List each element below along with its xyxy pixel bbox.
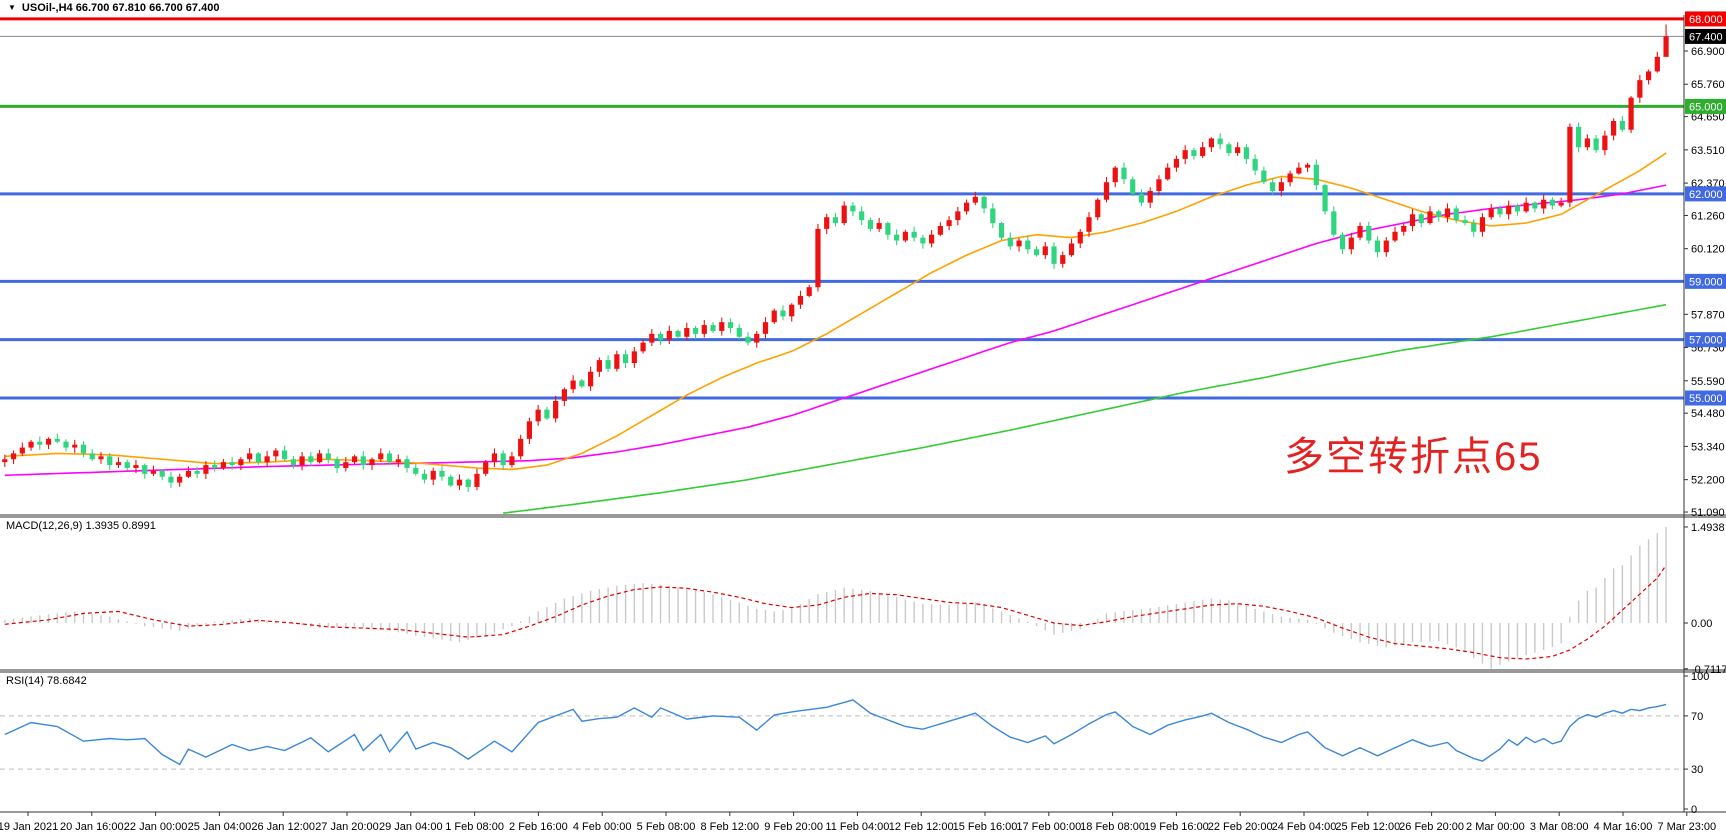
axis-price-badge: 55.000 bbox=[1689, 393, 1723, 405]
date-tick-label: 3 Mar 08:00 bbox=[1530, 821, 1589, 833]
axis-price-badge: 65.000 bbox=[1689, 101, 1723, 113]
axis-tick-label: 54.480 bbox=[1691, 408, 1725, 420]
axis-tick-label: 100 bbox=[1691, 671, 1709, 683]
axis-price-badge: 59.000 bbox=[1689, 276, 1723, 288]
date-tick-label: 12 Feb 12:00 bbox=[889, 821, 954, 833]
date-tick-label: 25 Feb 12:00 bbox=[1335, 821, 1400, 833]
axis-tick-label: 61.260 bbox=[1691, 210, 1725, 222]
candles-layer bbox=[2, 24, 1669, 493]
axis-tick-label: 60.120 bbox=[1691, 244, 1725, 256]
axis-tick-label: -0.7117 bbox=[1691, 664, 1726, 676]
date-tick-label: 26 Jan 12:00 bbox=[251, 821, 315, 833]
date-tick-label: 26 Feb 20:00 bbox=[1399, 821, 1464, 833]
axis-tick-label: 0 bbox=[1691, 804, 1697, 816]
date-tick-label: 17 Feb 00:00 bbox=[1016, 821, 1081, 833]
chevron-down-icon[interactable]: ▼ bbox=[8, 3, 16, 12]
symbol-ohlc-title: USOil-,H4 66.700 67.810 66.700 67.400 bbox=[21, 2, 220, 14]
date-tick-label: 24 Feb 04:00 bbox=[1272, 821, 1337, 833]
date-tick-label: 29 Jan 04:00 bbox=[379, 821, 443, 833]
axis-tick-label: 52.200 bbox=[1691, 475, 1725, 487]
date-tick-label: 19 Feb 16:00 bbox=[1144, 821, 1209, 833]
axis-price-badge: 62.000 bbox=[1689, 189, 1723, 201]
rsi-line bbox=[4, 699, 1667, 766]
rsi-panel bbox=[0, 699, 1684, 770]
date-tick-label: 18 Feb 08:00 bbox=[1080, 821, 1145, 833]
axis-price-badge: 57.000 bbox=[1689, 335, 1723, 347]
date-tick-label: 15 Feb 16:00 bbox=[953, 821, 1018, 833]
date-tick-label: 20 Jan 16:00 bbox=[60, 821, 124, 833]
date-tick-label: 2 Mar 00:00 bbox=[1466, 821, 1525, 833]
date-tick-label: 4 Feb 00:00 bbox=[573, 821, 632, 833]
axis-tick-label: 70 bbox=[1691, 711, 1703, 723]
moving-average-line bbox=[4, 152, 1667, 471]
axis-price-badge: 68.000 bbox=[1689, 14, 1723, 26]
date-tick-label: 4 Mar 16:00 bbox=[1594, 821, 1653, 833]
chart-annotation-text: 多空转折点65 bbox=[1284, 435, 1543, 479]
date-tick-label: 11 Feb 04:00 bbox=[825, 821, 889, 833]
date-tick-label: 7 Mar 23:00 bbox=[1657, 821, 1716, 833]
macd-signal-line bbox=[4, 564, 1667, 660]
moving-average-line bbox=[503, 303, 1667, 514]
date-tick-label: 27 Jan 20:00 bbox=[315, 821, 379, 833]
macd-panel bbox=[4, 526, 1667, 669]
date-tick-label: 5 Feb 08:00 bbox=[637, 821, 696, 833]
chart-title-bar: ▼ USOil-,H4 66.700 67.810 66.700 67.400 bbox=[8, 1, 219, 15]
axis-tick-label: 53.340 bbox=[1691, 441, 1725, 453]
rsi-indicator-label: RSI(14) 78.6842 bbox=[6, 675, 87, 687]
date-tick-label: 22 Feb 20:00 bbox=[1208, 821, 1273, 833]
date-axis: 19 Jan 2021 20 Jan 16:00 22 Jan 00:00 25 Ja… bbox=[0, 812, 1716, 833]
axis-price-badge: 67.400 bbox=[1689, 31, 1723, 43]
axis-tick-label: 1.4938 bbox=[1691, 522, 1725, 534]
date-tick-label: 19 Jan 2021 bbox=[0, 821, 58, 833]
axis-tick-label: 66.900 bbox=[1691, 46, 1725, 58]
date-tick-label: 8 Feb 12:00 bbox=[700, 821, 759, 833]
date-tick-label: 1 Feb 08:00 bbox=[445, 821, 504, 833]
axis-tick-label: 0.00 bbox=[1691, 618, 1712, 630]
date-tick-label: 9 Feb 20:00 bbox=[764, 821, 823, 833]
date-tick-label: 2 Feb 16:00 bbox=[509, 821, 568, 833]
axis-tick-label: 65.760 bbox=[1691, 79, 1725, 91]
axis-tick-label: 63.510 bbox=[1691, 145, 1725, 157]
chart-frame: 66.90065.76064.65063.51062.37061.26060.1… bbox=[0, 11, 1726, 816]
axis-tick-label: 57.870 bbox=[1691, 309, 1725, 321]
main-price-panel bbox=[0, 17, 1684, 514]
axis-tick-label: 64.650 bbox=[1691, 112, 1725, 124]
axis-tick-label: 51.090 bbox=[1691, 507, 1725, 519]
axis-tick-label: 55.590 bbox=[1691, 376, 1725, 388]
date-tick-label: 22 Jan 00:00 bbox=[124, 821, 188, 833]
axis-tick-label: 30 bbox=[1691, 764, 1703, 776]
moving-average-line bbox=[4, 184, 1667, 477]
macd-indicator-label: MACD(12,26,9) 1.3935 0.8991 bbox=[6, 520, 156, 532]
date-tick-label: 25 Jan 04:00 bbox=[188, 821, 252, 833]
